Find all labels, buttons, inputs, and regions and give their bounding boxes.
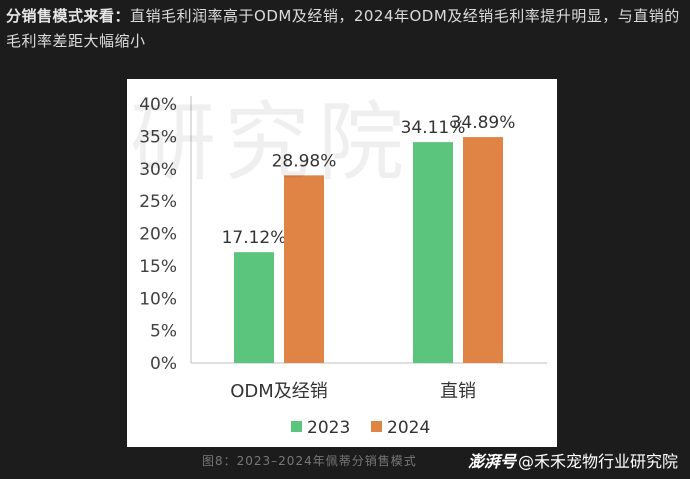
y-tick-label: 35% [139,127,177,147]
x-category-label: ODM及经销 [230,381,328,402]
y-tick-label: 0% [150,354,177,374]
legend-label-2024: 2024 [387,418,430,438]
legend-swatch-2023 [291,421,302,432]
legend-label-2023: 2023 [307,418,350,438]
brand-logo: 澎湃号 [467,452,516,471]
y-tick-label: 40% [139,95,177,115]
x-category-label: 直销 [440,381,476,402]
data-label-2023-0: 17.12% [222,228,287,248]
page-heading: 分销售模式来看：直销毛利润率高于ODM及经销，2024年ODM及经销毛利率提升明… [6,4,686,54]
credit-author: @禾禾宠物行业研究院 [517,452,678,471]
y-tick-label: 25% [139,192,177,212]
y-tick-label: 20% [139,225,177,245]
chart-card: 0% 5% 10% 15% 20% 25% 30% 35% 40% 17.12% 28.98% ODM… [127,79,557,447]
bar-2024-0 [284,175,324,363]
figure-caption: 图8：2023–2024年佩蒂分销售模式 [202,454,417,468]
bar-2023-1 [413,142,453,363]
bar-2024-1 [463,137,503,363]
y-tick-label: 5% [150,322,177,342]
data-label-2024-0: 28.98% [272,151,337,171]
heading-text: 直销毛利润率高于ODM及经销，2024年ODM及经销毛利率提升明显，与直销的毛利… [6,7,680,50]
y-tick-label: 15% [139,257,177,277]
data-label-2023-1: 34.11% [401,118,466,138]
data-label-2024-1: 34.89% [451,113,516,133]
y-tick-label: 30% [139,160,177,180]
bar-2023-0 [234,252,274,363]
heading-lead: 分销售模式来看： [6,7,131,25]
y-tick-label: 10% [139,289,177,309]
bar-chart: 0% 5% 10% 15% 20% 25% 30% 35% 40% 17.12% 28.98% ODM… [139,95,547,438]
source-credit: 澎湃号 @禾禾宠物行业研究院 [468,448,678,472]
legend-swatch-2024 [371,421,382,432]
